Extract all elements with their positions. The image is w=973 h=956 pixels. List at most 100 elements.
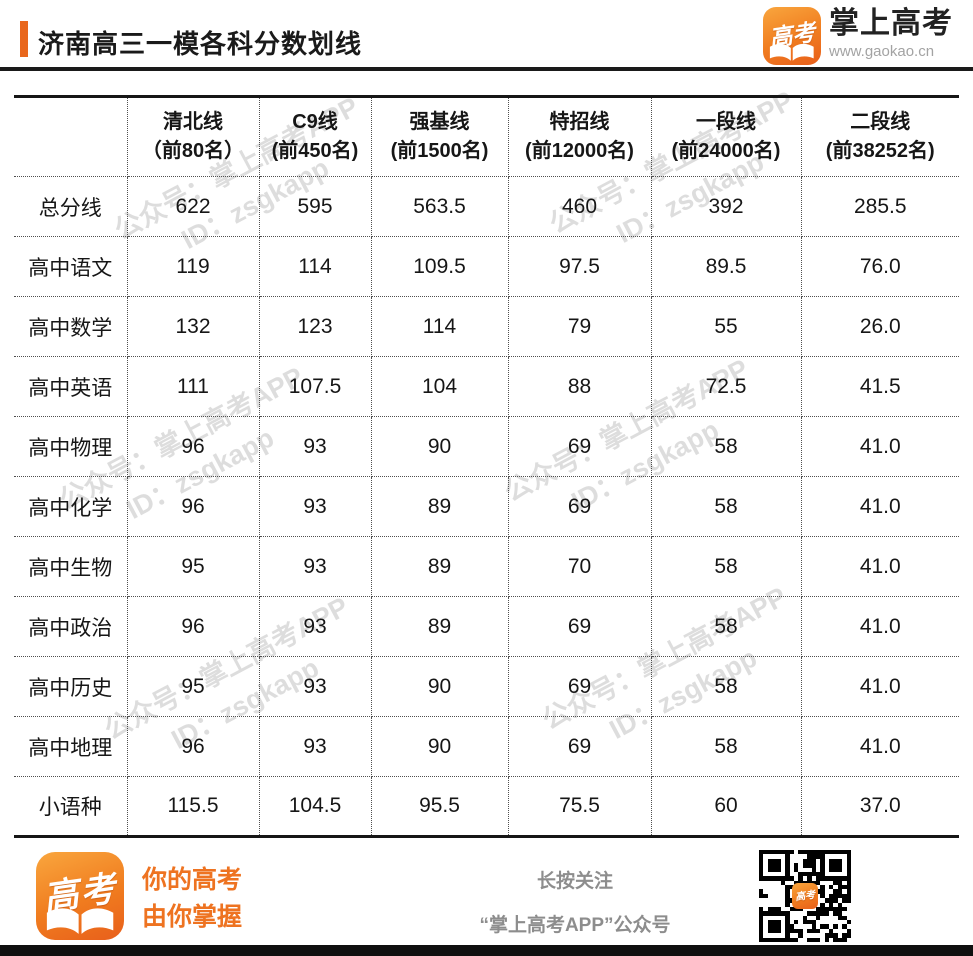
- table-row: 高中化学 96 93 89 69 58 41.0: [14, 476, 959, 537]
- score-cell: 41.0: [801, 416, 959, 477]
- score-cell: 58: [651, 476, 802, 537]
- score-cell: 69: [508, 476, 652, 537]
- row-label: 高中地理: [14, 716, 128, 777]
- score-cell: 58: [651, 716, 802, 777]
- table-row: 高中地理 96 93 90 69 58 41.0: [14, 716, 959, 777]
- app-icon-text: 高考: [794, 889, 816, 904]
- score-cell: 93: [259, 476, 372, 537]
- score-cell: 41.0: [801, 536, 959, 597]
- score-cell: 60: [651, 776, 802, 837]
- column-header: 一段线 (前24000名): [651, 96, 802, 177]
- brand-url: www.gaokao.cn: [829, 43, 935, 60]
- score-cell: 107.5: [259, 356, 372, 417]
- score-cell: 132: [127, 296, 260, 357]
- table-row: 高中英语 111 107.5 104 88 72.5 41.5: [14, 356, 959, 417]
- score-cell: 41.5: [801, 356, 959, 417]
- score-cell: 58: [651, 596, 802, 657]
- score-cell: 104: [371, 356, 509, 417]
- row-label: 高中历史: [14, 656, 128, 717]
- column-header: 强基线 (前1500名): [371, 96, 509, 177]
- score-cell: 111: [127, 356, 260, 417]
- row-label: 高中英语: [14, 356, 128, 417]
- score-table: 清北线 （前80名） C9线 (前450名) 强基线 (前1500名) 特招线 (前12000…: [14, 95, 959, 838]
- brand-text: 掌上高考 www.gaokao.cn: [829, 7, 953, 60]
- table-row: 小语种 115.5 104.5 95.5 75.5 60 37.0: [14, 776, 959, 837]
- score-cell: 595: [259, 176, 372, 237]
- header-divider: [0, 67, 973, 71]
- score-cell: 90: [371, 416, 509, 477]
- score-cell: 109.5: [371, 236, 509, 297]
- row-label: 高中数学: [14, 296, 128, 357]
- table-row: 高中物理 96 93 90 69 58 41.0: [14, 416, 959, 477]
- slogan-line2: 由你掌握: [142, 903, 243, 931]
- score-cell: 69: [508, 716, 652, 777]
- qr-code: 高考: [755, 846, 855, 946]
- bottom-black-bar: [0, 945, 973, 956]
- column-header: 清北线 （前80名）: [127, 96, 260, 177]
- score-cell: 460: [508, 176, 652, 237]
- slogan-line1: 你的高考: [142, 866, 243, 894]
- score-cell: 96: [127, 416, 260, 477]
- table-row: 总分线 622 595 563.5 460 392 285.5: [14, 176, 959, 237]
- score-cell: 69: [508, 596, 652, 657]
- score-cell: 95.5: [371, 776, 509, 837]
- score-cell: 114: [259, 236, 372, 297]
- score-cell: 90: [371, 656, 509, 717]
- score-cell: 114: [371, 296, 509, 357]
- score-cell: 93: [259, 596, 372, 657]
- score-cell: 41.0: [801, 596, 959, 657]
- row-label: 总分线: [14, 176, 128, 237]
- open-book-icon: [46, 908, 114, 934]
- row-label: 高中语文: [14, 236, 128, 297]
- qr-center-app-icon: 高考: [792, 883, 818, 909]
- row-label: 小语种: [14, 776, 128, 837]
- score-cell: 96: [127, 476, 260, 537]
- score-cell: 89: [371, 536, 509, 597]
- table-row: 高中生物 95 93 89 70 58 41.0: [14, 536, 959, 597]
- table-row: 高中政治 96 93 89 69 58 41.0: [14, 596, 959, 657]
- score-cell: 41.0: [801, 716, 959, 777]
- footer-slogan: 你的高考 由你掌握: [142, 862, 242, 936]
- row-label: 高中生物: [14, 536, 128, 597]
- table-row: 高中历史 95 93 90 69 58 41.0: [14, 656, 959, 717]
- column-header: 特招线 (前12000名): [508, 96, 652, 177]
- score-cell: 89: [371, 596, 509, 657]
- score-cell: 622: [127, 176, 260, 237]
- score-cell: 58: [651, 536, 802, 597]
- score-cell: 95: [127, 656, 260, 717]
- table-row: 高中语文 119 114 109.5 97.5 89.5 76.0: [14, 236, 959, 297]
- score-cell: 89.5: [651, 236, 802, 297]
- row-label: 高中政治: [14, 596, 128, 657]
- column-header: C9线 (前450名): [259, 96, 372, 177]
- gaokao-app-icon-large: 高考: [36, 852, 124, 940]
- score-cell: 55: [651, 296, 802, 357]
- score-cell: 93: [259, 656, 372, 717]
- score-cell: 115.5: [127, 776, 260, 837]
- page-title: 济南高三一模各科分数划线: [38, 29, 363, 59]
- header-row: 清北线 （前80名） C9线 (前450名) 强基线 (前1500名) 特招线 (前12000…: [14, 96, 959, 177]
- follow-line1: 长按关注: [536, 871, 613, 892]
- score-cell: 70: [508, 536, 652, 597]
- score-cell: 97.5: [508, 236, 652, 297]
- score-cell: 95: [127, 536, 260, 597]
- score-cell: 123: [259, 296, 372, 357]
- score-cell: 69: [508, 656, 652, 717]
- row-label: 高中物理: [14, 416, 128, 477]
- follow-line2: “掌上高考APP”公众号: [479, 915, 671, 936]
- score-cell: 93: [259, 416, 372, 477]
- gaokao-app-icon: 高考: [763, 7, 821, 65]
- score-cell: 563.5: [371, 176, 509, 237]
- score-table-zone: 公众号：掌上高考APP ID：zsgkapp 公众号：掌上高考APP ID：zsgk…: [0, 85, 973, 845]
- score-cell: 285.5: [801, 176, 959, 237]
- score-cell: 58: [651, 416, 802, 477]
- score-cell: 96: [127, 716, 260, 777]
- score-cell: 72.5: [651, 356, 802, 417]
- open-book-icon: [770, 44, 814, 61]
- score-cell: 41.0: [801, 476, 959, 537]
- score-cell: 93: [259, 536, 372, 597]
- follow-hint: 长按关注 “掌上高考APP”公众号: [405, 866, 745, 937]
- column-header: 二段线 (前38252名): [801, 96, 959, 177]
- table-row: 高中数学 132 123 114 79 55 26.0: [14, 296, 959, 357]
- score-cell: 90: [371, 716, 509, 777]
